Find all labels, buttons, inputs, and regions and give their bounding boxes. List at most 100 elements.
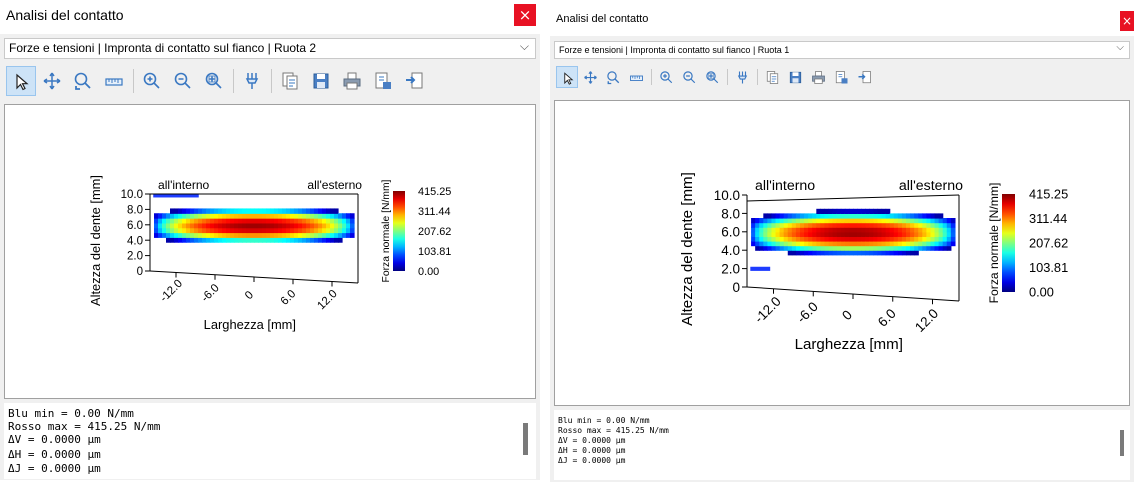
pointer-button[interactable] (6, 66, 36, 96)
pan-button[interactable] (37, 66, 67, 96)
zoom-fit-button[interactable] (199, 66, 229, 96)
heatmap-cell (844, 222, 850, 228)
heatmap-cell (844, 227, 850, 233)
view-selector[interactable]: Forze e tensioni | Impronta di contatto … (554, 41, 1130, 59)
copy-button[interactable] (275, 66, 305, 96)
zoom-window-button[interactable] (602, 66, 624, 88)
measure-button[interactable] (625, 66, 647, 88)
heatmap-cell (812, 241, 817, 247)
colorbar (393, 191, 405, 271)
print-button[interactable] (807, 66, 829, 88)
chevron-down-icon[interactable]: ⌵ (1116, 42, 1124, 53)
probe-button[interactable] (237, 66, 267, 96)
heatmap-cell (893, 218, 899, 224)
save-button[interactable] (306, 66, 336, 96)
heatmap-cell (950, 222, 956, 228)
send-button[interactable] (399, 66, 429, 96)
export-button[interactable] (830, 66, 852, 88)
heatmap-cell (885, 231, 891, 237)
heatmap-cell (808, 241, 813, 247)
measure-button[interactable] (99, 66, 129, 96)
zoom-in-button[interactable] (137, 66, 167, 96)
heatmap-cell (840, 250, 846, 256)
heatmap-cell (278, 237, 283, 243)
heatmap-cell (795, 222, 801, 228)
heatmap-cell (326, 232, 331, 238)
zoom-out-button[interactable] (168, 66, 198, 96)
heatmap-cell (314, 237, 319, 243)
heatmap-cell (861, 218, 866, 224)
heatmap-cell (174, 232, 179, 238)
heatmap-cell (162, 227, 167, 234)
info-panel: Blu min = 0.00 N/mm Rosso max = 415.25 N… (4, 403, 516, 479)
zoom-fit-button[interactable] (701, 66, 723, 88)
copy-button[interactable] (761, 66, 783, 88)
print-button[interactable] (337, 66, 367, 96)
heatmap-cell (286, 208, 291, 214)
zoom-in-button[interactable] (655, 66, 677, 88)
heatmap-cell (853, 213, 858, 219)
heatmap-cell (877, 241, 883, 247)
scrollbar[interactable] (516, 403, 536, 479)
heatmap-cell (844, 231, 850, 237)
contact-analysis-window-right: Analisi del contatto × Forze e tensioni … (550, 6, 1134, 482)
heatmap-cell (254, 222, 259, 229)
heatmap-cell (906, 227, 911, 233)
export-button[interactable] (368, 66, 398, 96)
heatmap-cell (306, 227, 311, 234)
heatmap-cell (897, 241, 903, 247)
heatmap-cell (775, 227, 781, 233)
heatmap-cell (775, 222, 781, 228)
heatmap-cell (893, 222, 899, 228)
info-line: Blu min = 0.00 N/mm (558, 416, 650, 425)
heatmap-cell (877, 218, 883, 224)
heatmap-cell (844, 245, 850, 251)
heatmap-cell (294, 227, 299, 234)
heatmap-cell (266, 213, 271, 219)
heatmap-cell (881, 218, 887, 224)
heatmap-cell (800, 218, 805, 224)
heatmap-cell (759, 245, 764, 251)
heatmap-cell (848, 236, 854, 242)
heatmap-cell (779, 227, 785, 233)
send-button[interactable] (853, 66, 875, 88)
scrollbar-thumb[interactable] (1120, 430, 1124, 456)
scrollbar-thumb[interactable] (523, 423, 528, 455)
heatmap-cell (942, 245, 948, 251)
heatmap-cell (186, 237, 191, 243)
heatmap-cell (250, 218, 255, 224)
heatmap-cell (840, 208, 846, 214)
heatmap-cell (318, 208, 323, 214)
heatmap-cell (869, 218, 874, 224)
heatmap-cell (812, 213, 817, 219)
chevron-down-icon[interactable]: ⌵ (519, 39, 529, 53)
heatmap-cell (326, 218, 331, 224)
zoom-out-button[interactable] (678, 66, 700, 88)
heatmap-cell (844, 208, 850, 214)
close-button[interactable]: × (1120, 11, 1134, 31)
heatmap-cell (889, 245, 895, 251)
zoom-window-button[interactable] (68, 66, 98, 96)
save-button[interactable] (784, 66, 806, 88)
heatmap-cell (906, 222, 911, 228)
heatmap-cell (857, 250, 862, 256)
heatmap-cell (897, 227, 903, 233)
pan-button[interactable] (579, 66, 601, 88)
probe-button[interactable] (731, 66, 753, 88)
heatmap-cell (787, 218, 793, 224)
view-selector[interactable]: Forze e tensioni | Impronta di contatto … (4, 38, 536, 59)
heatmap-cell (214, 218, 219, 224)
heatmap-cell (779, 241, 785, 247)
heatmap-cell (922, 222, 927, 228)
scrollbar[interactable] (1116, 410, 1130, 480)
heatmap-cell (914, 231, 919, 237)
heatmap-cell (938, 218, 944, 224)
pointer-button[interactable] (556, 66, 578, 88)
close-button[interactable]: × (514, 4, 536, 26)
heatmap-cell (918, 241, 923, 247)
heatmap-cell (930, 231, 936, 237)
zoom-fit-icon (705, 70, 718, 83)
heatmap-cell (250, 208, 255, 214)
heatmap-cell (804, 222, 809, 228)
info-line: ΔV = 0.0000 µm (8, 433, 101, 446)
